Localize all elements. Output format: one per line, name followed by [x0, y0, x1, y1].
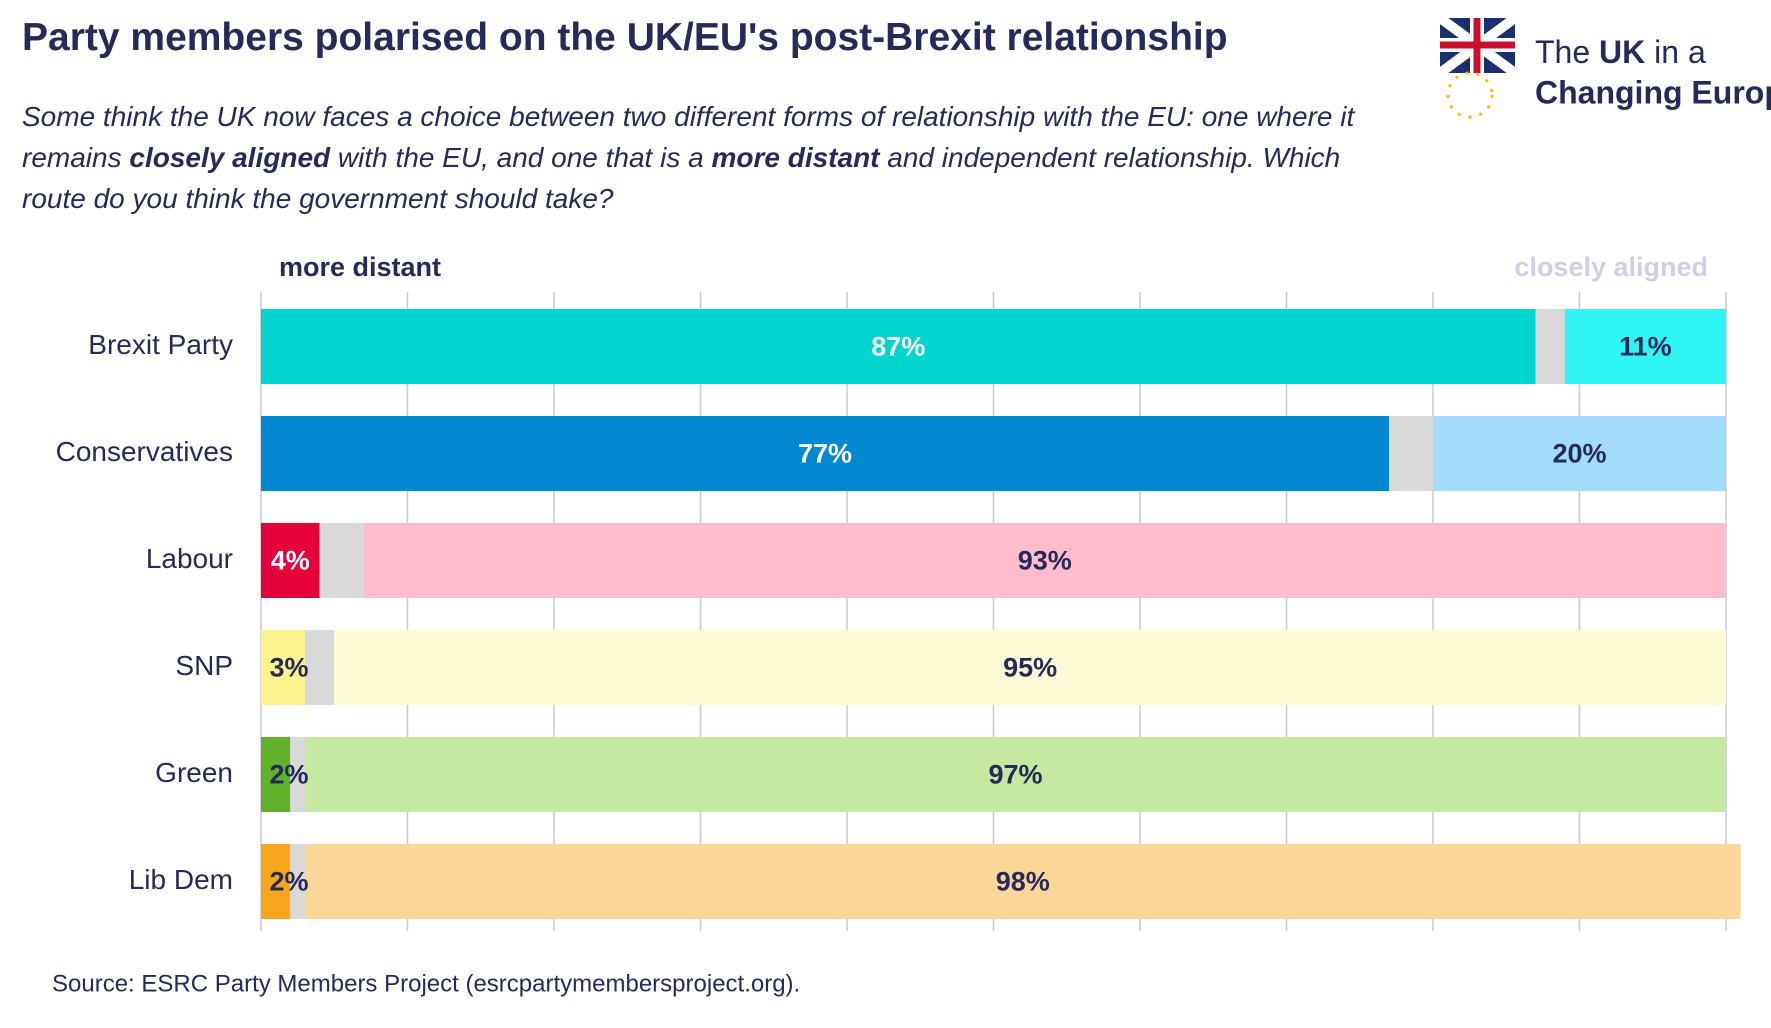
- bar-segment: [363, 523, 1726, 598]
- bar-segment: [261, 844, 291, 919]
- bar-segment: [290, 737, 305, 812]
- data-label: 4%: [271, 546, 310, 576]
- bar-segment: [261, 737, 291, 812]
- y-tick-label: SNP: [175, 650, 233, 681]
- chart-subtitle: Some think the UK now faces a choice bet…: [22, 96, 1402, 219]
- y-tick-label: Green: [155, 757, 233, 788]
- bar-segment: [1389, 416, 1433, 491]
- data-label: 87%: [871, 332, 925, 362]
- data-label: 93%: [1018, 546, 1072, 576]
- logo-text: Changing Europe: [1535, 74, 1771, 110]
- bar-segment: [1564, 309, 1726, 384]
- bar-segment: [1433, 416, 1726, 491]
- bar-segment: [304, 630, 335, 705]
- bar-segment: [261, 523, 320, 598]
- data-label: 97%: [988, 760, 1042, 790]
- logo: The UK in a Changing Europe: [1437, 13, 1771, 119]
- subtitle-part: closely aligned: [129, 142, 331, 173]
- subtitle-part: and independent relationship. Which rout…: [22, 142, 1341, 214]
- y-tick-label: Brexit Party: [88, 329, 233, 360]
- y-tick-label: Lib Dem: [129, 864, 233, 895]
- bar-segment: [261, 309, 1536, 384]
- data-label: 11%: [1619, 332, 1672, 362]
- bar-segment: [334, 630, 1726, 705]
- bar-segment: [290, 844, 305, 919]
- subtitle-part: Some think the UK now faces a choice bet…: [22, 101, 1355, 173]
- bar-segment: [304, 844, 1741, 919]
- y-tick-label: Labour: [146, 543, 233, 574]
- logo-stars: [1446, 71, 1494, 119]
- data-label: 2%: [269, 760, 308, 790]
- subtitle-part: with the EU, and one that is a: [330, 142, 712, 173]
- legend-entry: more distant: [279, 252, 441, 282]
- bar-segment: [261, 630, 305, 705]
- data-label: 2%: [269, 867, 308, 897]
- data-label: 95%: [1003, 653, 1057, 683]
- logo-flag-cross: [1440, 18, 1515, 73]
- data-label: 20%: [1552, 439, 1606, 469]
- y-tick-label: Conservatives: [56, 436, 233, 467]
- chart-title: Party members polarised on the UK/EU's p…: [22, 16, 1228, 59]
- bar-segment: [319, 523, 364, 598]
- data-label: 77%: [798, 439, 852, 469]
- logo-text: The UK in a: [1535, 34, 1706, 70]
- subtitle-part: more distant: [711, 142, 880, 173]
- bar-segment: [1535, 309, 1565, 384]
- source: Source: ESRC Party Members Project (esrc…: [52, 970, 800, 997]
- data-label: 3%: [269, 653, 308, 683]
- legend-entry: closely aligned: [1514, 252, 1708, 282]
- data-label: 98%: [996, 867, 1050, 897]
- bar-segment: [304, 737, 1727, 812]
- bar-segment: [261, 416, 1390, 491]
